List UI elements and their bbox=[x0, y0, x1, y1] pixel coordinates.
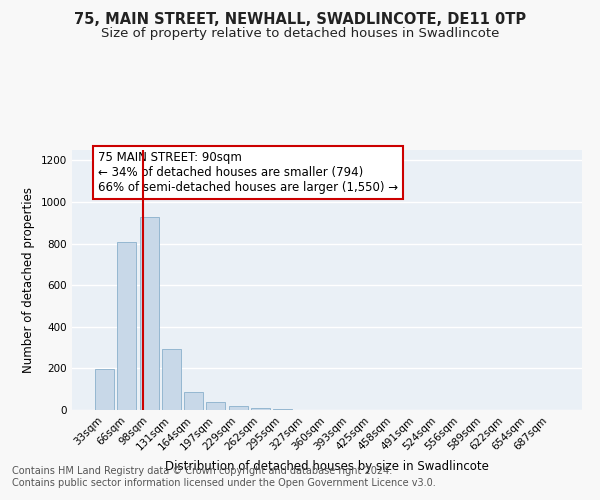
Text: Contains HM Land Registry data © Crown copyright and database right 2024.
Contai: Contains HM Land Registry data © Crown c… bbox=[12, 466, 436, 487]
Bar bbox=[206, 402, 225, 410]
X-axis label: Distribution of detached houses by size in Swadlincote: Distribution of detached houses by size … bbox=[165, 460, 489, 473]
Bar bbox=[184, 392, 203, 410]
Bar bbox=[251, 408, 270, 410]
Bar bbox=[273, 408, 292, 410]
Y-axis label: Number of detached properties: Number of detached properties bbox=[22, 187, 35, 373]
Text: 75 MAIN STREET: 90sqm
← 34% of detached houses are smaller (794)
66% of semi-det: 75 MAIN STREET: 90sqm ← 34% of detached … bbox=[98, 151, 398, 194]
Bar bbox=[140, 218, 158, 410]
Text: 75, MAIN STREET, NEWHALL, SWADLINCOTE, DE11 0TP: 75, MAIN STREET, NEWHALL, SWADLINCOTE, D… bbox=[74, 12, 526, 28]
Bar bbox=[118, 242, 136, 410]
Bar bbox=[162, 348, 181, 410]
Bar bbox=[229, 406, 248, 410]
Bar bbox=[95, 369, 114, 410]
Text: Size of property relative to detached houses in Swadlincote: Size of property relative to detached ho… bbox=[101, 28, 499, 40]
